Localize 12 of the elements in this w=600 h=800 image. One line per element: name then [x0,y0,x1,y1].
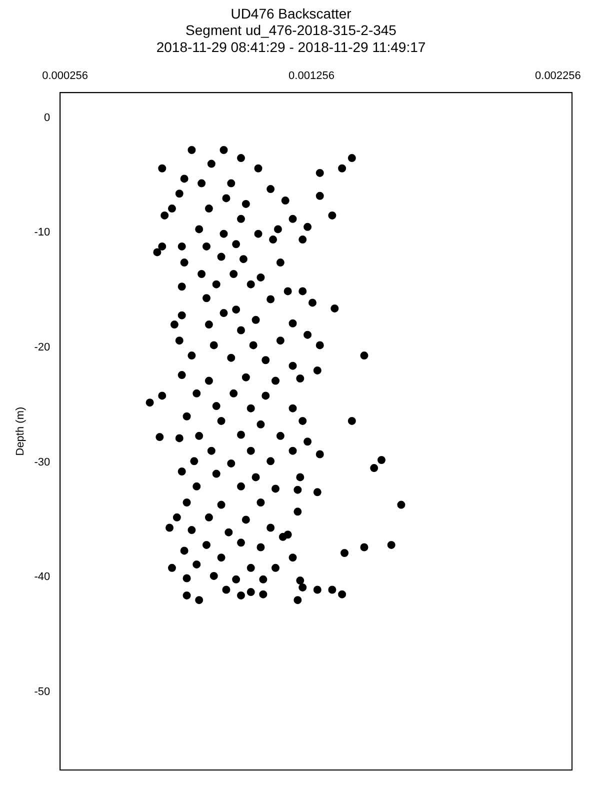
chart-title: UD476 Backscatter [230,5,352,22]
y-axis-title: Depth (m) [14,406,27,456]
y-tick-label: -50 [34,686,50,698]
y-tick-label: -40 [34,571,50,584]
y-tick-label: -30 [34,456,50,468]
y-tick-label: 0 [44,112,50,124]
y-tick-label: -10 [34,226,50,239]
x-tick-label: 0.002256 [535,70,581,82]
x-tick-label: 0.001256 [288,70,334,82]
y-tick-label: -20 [34,342,50,354]
chart-subtitle: Segment ud_476-2018-315-2-345 2018-11-29 08:41:29 - 2018-11-29 11:49:17 [156,22,426,55]
x-tick-label: 0.000256 [42,70,88,82]
